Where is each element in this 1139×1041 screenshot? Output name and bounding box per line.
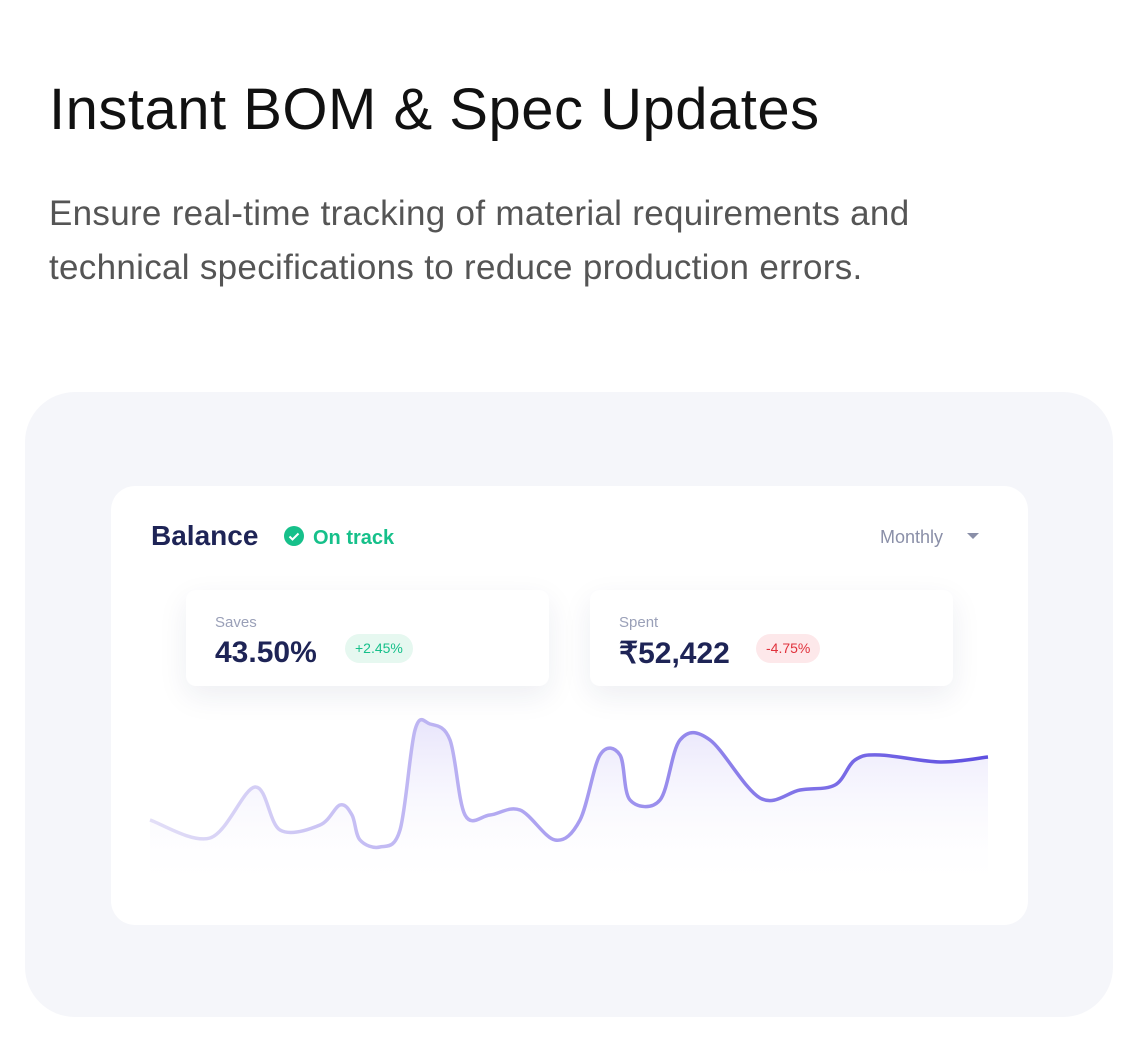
caret[interactable] xyxy=(967,533,979,541)
stat-label: Spent xyxy=(619,614,659,631)
title: Instant BOM & Spec Updates xyxy=(49,77,820,142)
stat-box: Spent ₹52,422 -4.75% xyxy=(590,590,953,686)
stat-change: +2.45% xyxy=(345,634,413,663)
stat-box: Saves 43.50% +2.45% xyxy=(186,590,549,686)
stat-value: ₹52,422 xyxy=(619,637,730,670)
chart-line xyxy=(149,718,989,850)
card-title: Balance xyxy=(151,520,259,551)
balance-card: Balance On track Monthly Saves 43.50% +2… xyxy=(111,486,1028,925)
stat-change: -4.75% xyxy=(756,634,821,663)
description-line: Ensure real-time tracking of material re… xyxy=(49,194,910,233)
description-line: technical specifications to reduce produ… xyxy=(49,248,863,287)
period-select[interactable]: Monthly xyxy=(880,527,944,547)
chart-area xyxy=(150,719,988,891)
stat-value: 43.50% xyxy=(215,636,317,669)
status-icon xyxy=(284,526,304,546)
chart-decoration xyxy=(149,718,989,891)
status: On track xyxy=(313,527,395,549)
stat-label: Saves xyxy=(215,614,257,631)
